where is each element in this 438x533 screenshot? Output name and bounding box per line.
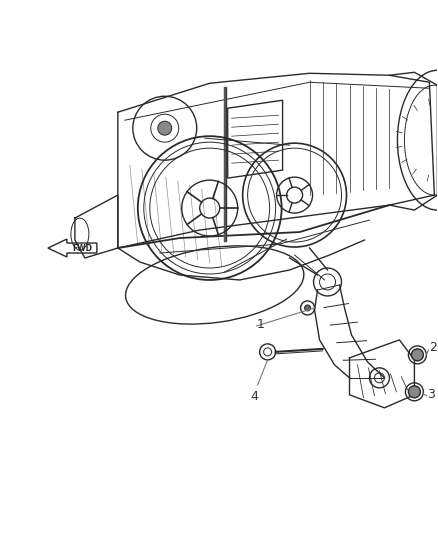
Text: 4: 4	[251, 390, 258, 403]
Text: 2: 2	[429, 341, 437, 354]
Circle shape	[158, 121, 172, 135]
Text: 1: 1	[257, 318, 265, 332]
Circle shape	[304, 305, 311, 311]
Circle shape	[408, 386, 420, 398]
Circle shape	[411, 349, 424, 361]
Text: 3: 3	[427, 389, 435, 401]
Text: FWD: FWD	[72, 244, 92, 253]
